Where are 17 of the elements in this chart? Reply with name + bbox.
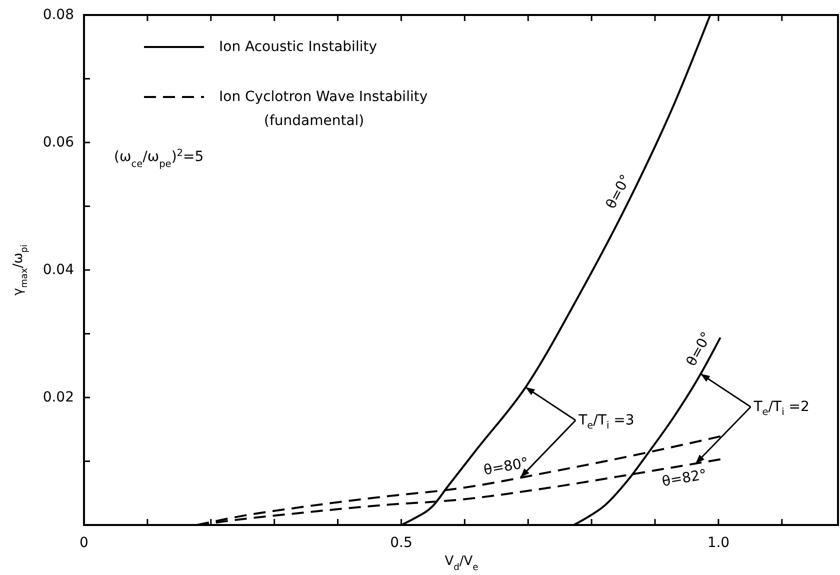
y-tick-label: 0.04: [42, 262, 74, 278]
annotation: θ=0°: [603, 172, 634, 212]
x-axis-title: V$_{d}$/V$_{e}$: [444, 554, 479, 573]
legend-label: Ion Acoustic Instability: [219, 39, 377, 55]
y-tick-label: 0.02: [42, 390, 74, 406]
legend-label: Ion Cyclotron Wave Instability (fundamental): [219, 89, 428, 129]
annotation: θ=0°: [684, 330, 716, 369]
annotation: θ=82°: [660, 466, 708, 490]
y-tick-label: 0.08: [42, 7, 74, 23]
annotation: θ=80°: [482, 455, 530, 479]
x-tick-label: 0.5: [390, 535, 412, 551]
x-tick-label: 0: [80, 535, 88, 551]
x-tick-label: 1.0: [707, 535, 730, 551]
annotation: T$_{e}$/T$_{i}$ =3: [578, 412, 634, 432]
annotation: (ω$_{ce}$/ω$_{pe}$)$^{2}$=5: [114, 148, 204, 170]
annotation: T$_{e}$/T$_{i}$ =2: [752, 398, 810, 418]
y-tick-label: 0.06: [42, 134, 74, 150]
